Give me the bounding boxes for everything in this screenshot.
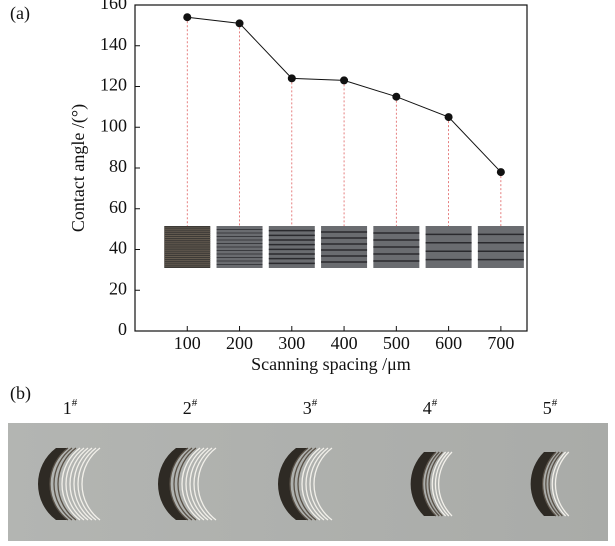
specimen-line: [301, 447, 321, 521]
plot-frame: [134, 4, 528, 332]
data-point: [496, 168, 505, 177]
specimen-line: [49, 447, 69, 521]
specimen-line: [53, 447, 73, 521]
specimen-line: [313, 447, 333, 521]
specimen-line: [293, 447, 313, 521]
specimen-dark: [530, 452, 556, 516]
specimen-line: [548, 451, 563, 517]
x-tick-label: 500: [383, 333, 410, 353]
specimen-line: [289, 447, 309, 521]
specimen-line: [73, 447, 93, 521]
specimen-line: [177, 447, 197, 521]
sample-label: 3#: [303, 397, 318, 419]
specimen-line: [65, 447, 85, 521]
y-tick-label: 40: [109, 238, 127, 258]
specimen-dark: [157, 448, 188, 520]
texture-image: [216, 226, 263, 268]
specimen-dark: [278, 448, 308, 520]
specimen-line: [81, 447, 101, 521]
y-tick-label: 20: [109, 278, 127, 298]
specimen-line: [169, 447, 189, 521]
x-axis-label: Scanning spacing /μm: [251, 354, 411, 374]
specimen-line: [69, 447, 89, 521]
y-axis-label: Contact angle /(°): [68, 104, 89, 232]
y-tick-label: 0: [118, 319, 127, 339]
y-tick-label: 140: [100, 34, 127, 54]
specimen-line: [422, 451, 437, 517]
specimen-line: [554, 451, 570, 517]
specimen-line: [185, 447, 205, 521]
texture-image: [425, 226, 472, 268]
specimen-line: [57, 447, 77, 521]
x-tick-label: 700: [487, 333, 514, 353]
sample-label: 4#: [423, 397, 438, 419]
specimen-line: [431, 451, 447, 517]
specimen-line: [61, 447, 81, 521]
sample-mark: #: [552, 397, 558, 409]
x-tick-label: 100: [174, 333, 201, 353]
texture-image: [477, 226, 524, 268]
sample-mark: #: [432, 397, 438, 409]
sample-mark: #: [192, 397, 198, 409]
photo: [8, 423, 608, 541]
sample-number: 1: [63, 398, 72, 418]
x-tick-label: 200: [226, 333, 253, 353]
y-tick-label: 160: [100, 0, 127, 13]
specimen-line: [197, 447, 217, 521]
specimen-dark: [410, 452, 436, 516]
sample-number: 5: [543, 398, 552, 418]
sample-mark: #: [72, 397, 78, 409]
texture-base: [477, 226, 524, 268]
specimen-line: [434, 451, 450, 517]
data-point: [444, 113, 453, 122]
texture-base: [425, 226, 472, 268]
panel-label: (b): [10, 383, 31, 404]
texture-image: [164, 226, 211, 268]
sample-number: 4: [423, 398, 432, 418]
texture-image: [268, 226, 315, 268]
sample-label: 1#: [63, 397, 78, 419]
sample-label: 2#: [183, 397, 198, 419]
specimen-line: [542, 451, 557, 517]
x-tick-label: 600: [435, 333, 462, 353]
specimen-line: [425, 451, 440, 517]
specimen-dark: [37, 448, 68, 520]
x-tick-label: 400: [331, 333, 358, 353]
sample-number: 2: [183, 398, 192, 418]
specimen-line: [181, 447, 201, 521]
specimen-line: [297, 447, 317, 521]
specimen-line: [438, 451, 453, 517]
y-tick-label: 60: [109, 197, 127, 217]
data-point: [392, 92, 401, 101]
specimen-line: [173, 447, 193, 521]
y-tick-label: 120: [100, 75, 127, 95]
sample-label: 5#: [543, 397, 558, 419]
specimen-line: [189, 447, 209, 521]
sample-mark: #: [312, 397, 318, 409]
specimen-line: [305, 447, 325, 521]
texture-image: [373, 226, 420, 268]
texture-base: [268, 226, 315, 268]
y-tick-label: 100: [100, 115, 127, 135]
x-tick-label: 300: [278, 333, 305, 353]
specimen-line: [551, 451, 567, 517]
data-point: [340, 76, 349, 85]
specimen-line: [428, 451, 443, 517]
sample-number: 3: [303, 398, 312, 418]
specimen-line: [545, 451, 560, 517]
specimen-line: [77, 447, 97, 521]
data-point: [183, 13, 192, 22]
specimen-line: [309, 447, 329, 521]
panel-label: (a): [10, 3, 30, 24]
data-point: [287, 74, 296, 83]
specimen-line: [193, 447, 213, 521]
data-point: [235, 19, 244, 28]
texture-base: [321, 226, 368, 268]
y-tick-label: 80: [109, 156, 127, 176]
texture-image: [321, 226, 368, 268]
